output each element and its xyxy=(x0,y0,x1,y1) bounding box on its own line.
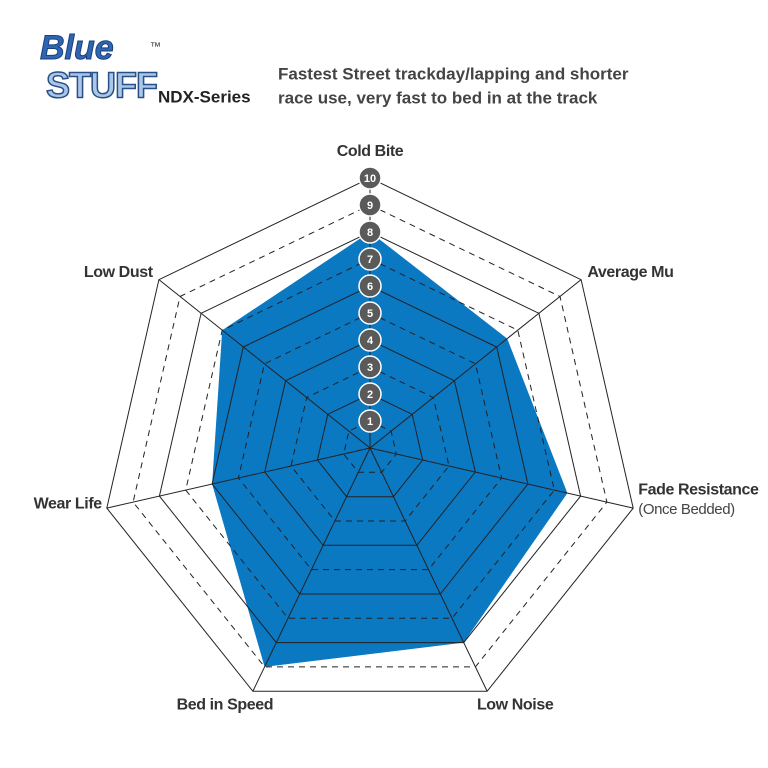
grid-ring xyxy=(211,285,529,595)
spoke xyxy=(252,447,371,692)
level-label: 3 xyxy=(367,362,373,374)
grid-ring xyxy=(343,420,397,473)
spoke xyxy=(369,447,488,692)
grid-ring xyxy=(237,312,503,571)
category-label: Low Noise xyxy=(477,696,554,713)
data-area xyxy=(212,232,568,667)
grid-ring xyxy=(290,366,450,522)
level-label: 7 xyxy=(367,254,373,266)
chart-title: NDX-Series xyxy=(158,87,251,106)
category-label: Wear Life xyxy=(34,495,103,512)
spoke xyxy=(106,447,371,509)
level-label: 9 xyxy=(367,200,373,212)
level-badge xyxy=(358,193,382,217)
level-badge xyxy=(358,328,382,352)
grid-ring xyxy=(185,258,555,619)
category-label: Bed in Speed xyxy=(177,696,274,713)
category-label: Cold Bite xyxy=(337,143,404,160)
level-label: 8 xyxy=(367,227,373,239)
subtitle: race use, very fast to bed in at the tra… xyxy=(278,88,598,107)
level-badge xyxy=(358,220,382,244)
category-label: Fade Resistance xyxy=(638,481,759,498)
subtitle: Fastest Street trackday/lapping and shor… xyxy=(278,64,629,83)
level-badge xyxy=(358,409,382,433)
grid-ring xyxy=(316,393,424,498)
level-label: 10 xyxy=(364,173,376,185)
brand-line2: STUFF xyxy=(46,65,157,106)
level-badge xyxy=(358,301,382,325)
level-badge xyxy=(358,355,382,379)
brand-mark: ™ xyxy=(150,41,161,53)
grid-ring xyxy=(132,204,608,668)
grid-ring xyxy=(264,339,476,546)
brand-line1: Blue xyxy=(40,29,114,67)
level-label: 6 xyxy=(367,281,373,293)
grid-ring xyxy=(158,231,582,644)
level-badge xyxy=(358,274,382,298)
spoke xyxy=(369,279,582,449)
spoke xyxy=(158,279,371,449)
level-badge xyxy=(358,247,382,271)
level-label: 1 xyxy=(367,416,373,428)
category-label: Low Dust xyxy=(84,264,154,281)
category-label: Average Mu xyxy=(587,264,673,281)
level-badge xyxy=(358,166,382,190)
level-label: 5 xyxy=(367,308,373,320)
grid-ring xyxy=(106,177,634,692)
level-badge xyxy=(358,382,382,406)
spoke xyxy=(369,447,634,509)
annotation: (Once Bedded) xyxy=(638,501,735,518)
level-label: 2 xyxy=(367,389,373,401)
level-label: 4 xyxy=(367,335,374,347)
